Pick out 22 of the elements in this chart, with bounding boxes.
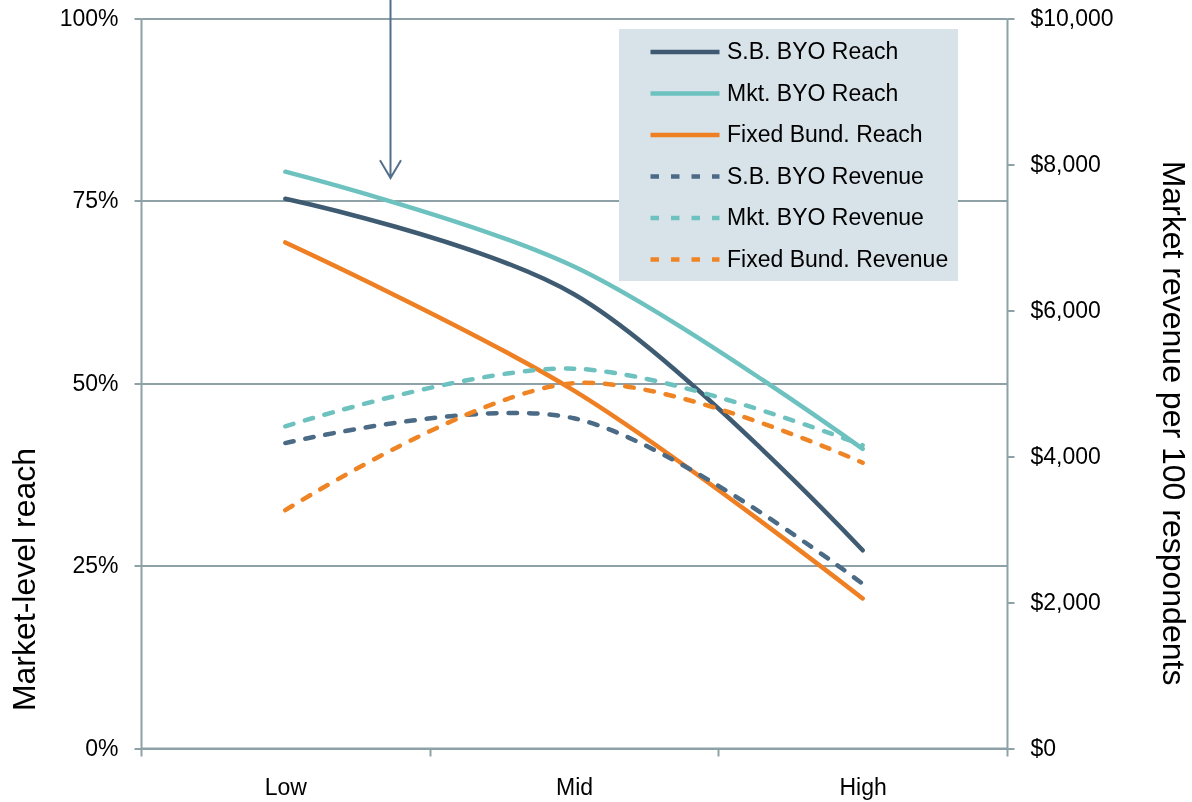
y2-axis-title: Market revenue per 100 respondents — [1156, 160, 1192, 686]
y-tick-label: 75% — [72, 187, 119, 214]
x-tick-label: Mid — [555, 773, 594, 800]
y-tick-label: 0% — [85, 734, 119, 761]
y2-tick-label: $2,000 — [1030, 588, 1101, 615]
legend-label: S.B. BYO Revenue — [727, 162, 924, 189]
y-tick-label: 50% — [72, 369, 119, 396]
y-axis-title: Market-level reach — [5, 447, 42, 712]
legend-label: Mkt. BYO Revenue — [727, 204, 924, 230]
legend-label: Fixed Bund. Revenue — [727, 245, 949, 272]
y2-tick-label: $0 — [1030, 734, 1057, 761]
y-tick-label: 100% — [59, 5, 119, 31]
legend-label: Fixed Bund. Reach — [727, 121, 923, 147]
y2-tick-label: $4,000 — [1030, 442, 1101, 469]
y2-tick-label: $6,000 — [1030, 296, 1101, 323]
legend-label: S.B. BYO Reach — [727, 38, 899, 64]
y-tick-label: 25% — [72, 552, 119, 579]
legend-label: Mkt. BYO Reach — [727, 79, 899, 106]
y2-tick-label: $10,000 — [1030, 5, 1114, 31]
x-tick-label: High — [839, 773, 887, 800]
y2-tick-label: $8,000 — [1030, 150, 1101, 177]
x-tick-label: Low — [264, 773, 308, 800]
